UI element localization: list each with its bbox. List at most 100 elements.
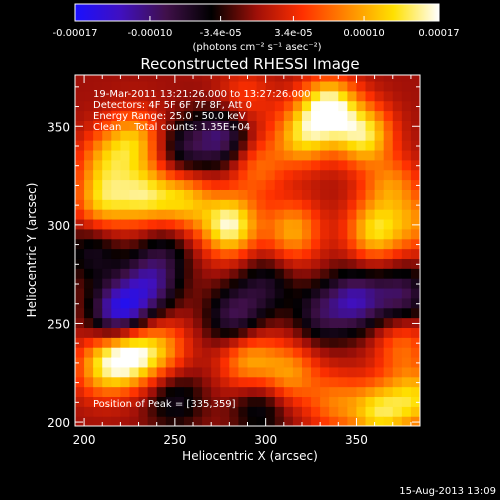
heatmap-cell [156,278,167,289]
heatmap-cell [320,218,330,230]
heatmap-cell [292,297,303,309]
heatmap-cell [311,376,321,388]
heatmap-cell [338,169,348,181]
heatmap-cell [283,287,294,299]
heatmap-cell [183,356,194,368]
heatmap-cell [338,396,348,407]
heatmap-cell [283,100,294,112]
heatmap-cell [274,120,285,131]
heatmap-cell [120,149,131,161]
heatmap-cell [365,90,376,102]
heatmap-cell [93,140,103,151]
heatmap-cell [274,278,285,289]
heatmap-cell [193,100,203,112]
heatmap-cell [392,179,403,190]
heatmap-cell [365,100,376,112]
heatmap-cell [347,120,358,131]
heatmap-cell [202,209,212,220]
heatmap-cell [220,149,230,161]
heatmap-cell [129,159,140,171]
heatmap-cell [392,90,403,102]
heatmap-cell [256,218,267,230]
heatmap-cell [365,199,376,210]
heatmap-cell [129,278,140,289]
heatmap-cell [220,189,230,200]
heatmap-cell [238,100,249,112]
heatmap-cell [120,386,131,398]
heatmap-cell [383,149,394,161]
heatmap-cell [338,110,348,121]
heatmap-cell [274,376,285,388]
heatmap-cell [356,100,367,112]
heatmap-cell [265,90,276,102]
heatmap-cell [410,416,420,426]
heatmap-cell [392,218,403,230]
heatmap-cell [265,356,276,368]
heatmap-cell [229,347,240,358]
heatmap-cell [329,90,339,102]
heatmap-cell [410,268,420,279]
heatmap-cell [111,347,121,358]
heatmap-cell [220,179,230,190]
heatmap-cell [401,376,412,388]
heatmap-cell [365,169,376,181]
heatmap-cell [247,416,258,426]
heatmap-cell [301,130,312,141]
heatmap-cell [338,179,348,190]
heatmap-cell [401,386,412,398]
heatmap-cell [274,80,285,92]
heatmap-cell [129,189,140,200]
heatmap-cell [274,209,285,220]
heatmap-cell [301,356,312,368]
heatmap-cell [274,140,285,151]
heatmap-cell [102,80,112,92]
heatmap-cell [256,327,267,338]
heatmap-cell [129,120,140,131]
heatmap-cell [329,376,339,388]
heatmap-cell [311,248,321,259]
colorbar: -0.00017 -0.00010 -3.4e-05 3.4e-05 0.00010 0.… [53,3,460,53]
heatmap-cell [265,317,276,329]
heatmap-cell [84,327,94,338]
heatmap-cell [75,327,85,338]
heatmap-cell [401,140,412,151]
heatmap-cell [202,149,212,161]
heatmap-cell [338,356,348,368]
heatmap-cell [174,140,185,151]
heatmap-cell [165,347,176,358]
heatmap-cell [202,347,212,358]
heatmap-cell [129,347,140,358]
heatmap-cell [229,406,240,417]
heatmap-cell [283,297,294,309]
heatmap-cell [274,287,285,299]
heatmap-cell [374,356,385,368]
heatmap-cell [156,238,167,250]
heatmap-cell [392,120,403,131]
heatmap-cell [410,376,420,388]
heatmap-cell [183,258,194,269]
heatmap-cell [84,140,94,151]
heatmap-cell [129,228,140,240]
heatmap-cell [138,120,149,131]
heatmap-cell [356,189,367,200]
heatmap-cell [120,297,131,309]
heatmap-cell [165,90,176,102]
heatmap-cell [84,396,94,407]
heatmap-cell [229,268,240,279]
heatmap-cell [383,287,394,299]
heatmap-cell [102,199,112,210]
heatmap-cell [229,179,240,190]
heatmap-cell [174,80,185,92]
heatmap-cell [111,248,121,259]
heatmap-cell [156,209,167,220]
heatmap-cell [220,337,230,348]
heatmap-cell [202,218,212,230]
heatmap-cell [238,317,249,329]
heatmap-cell [320,337,330,348]
heatmap-cell [93,307,103,319]
colorbar-tick-label: 3.4e-05 [274,28,312,39]
heatmap-cell [329,189,339,200]
heatmap-cell [183,278,194,289]
heatmap-cell [174,278,185,289]
heatmap-cell [247,337,258,348]
